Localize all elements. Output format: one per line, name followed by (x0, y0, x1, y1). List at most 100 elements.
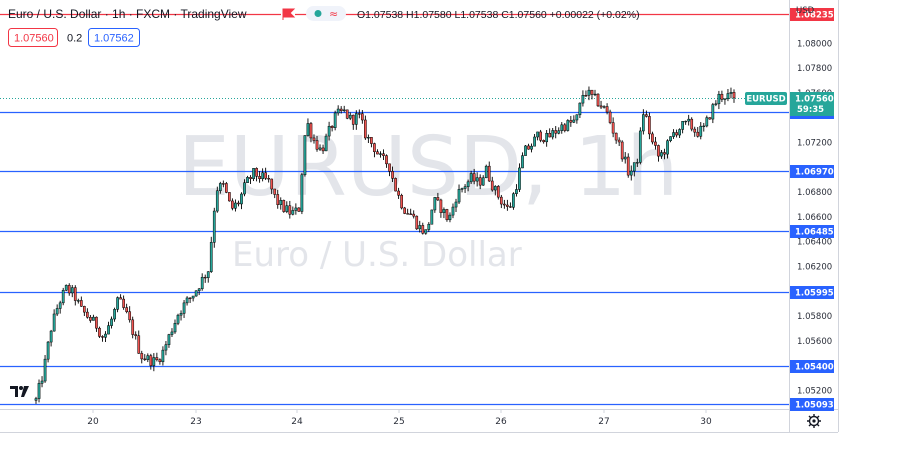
flag-icon[interactable] (281, 8, 296, 20)
candle-body (439, 199, 443, 213)
candle-body (445, 209, 449, 221)
candle-body (463, 186, 467, 189)
candle-body (539, 131, 542, 141)
candle-body (327, 125, 331, 137)
candle-body (273, 188, 277, 195)
candle-body (602, 106, 606, 108)
level-price-badge (790, 398, 834, 411)
candle-body (611, 122, 615, 134)
candle-body (92, 316, 95, 321)
candle-body (448, 214, 452, 221)
buy-button[interactable]: 1.07562 (88, 28, 140, 47)
horizontal-levels[interactable]: 1.082351.074461.069701.064851.059951.054… (0, 8, 834, 411)
candle-body (702, 125, 706, 128)
candle-body (693, 128, 697, 133)
candle-body (282, 200, 286, 212)
time-axis[interactable]: 20 23 24 25 26 27 30 (87, 409, 712, 427)
price-tick-label: 1.05200 (797, 386, 832, 396)
candle-body (424, 229, 428, 234)
candle-body (158, 359, 162, 363)
candle-body (672, 132, 675, 137)
candle-body (490, 180, 494, 191)
candle-body (382, 153, 385, 156)
candle-body (86, 311, 89, 318)
candle-body (367, 137, 370, 139)
candle-body (705, 117, 709, 127)
tradingview-logo-icon[interactable] (6, 379, 32, 401)
candle-body (225, 183, 228, 193)
candle-body (460, 188, 464, 190)
level-price-badge (790, 8, 834, 21)
candle-body (206, 271, 210, 278)
candle-body (669, 136, 672, 141)
candle-body (617, 139, 621, 143)
candle-body (67, 285, 71, 294)
candle-body (294, 207, 298, 211)
sell-button[interactable]: 1.07560 (8, 28, 58, 47)
price-tick-label: 1.06200 (797, 262, 832, 272)
candle-body (58, 302, 62, 309)
candle-body (578, 102, 582, 116)
candle-body (472, 173, 476, 182)
candle-body (128, 311, 132, 321)
candle-body (660, 152, 663, 157)
candle-body (79, 300, 83, 307)
settings-gear-icon[interactable] (807, 414, 821, 428)
candle-body (536, 131, 539, 138)
candle-body (95, 316, 98, 329)
candle-body (34, 398, 38, 401)
plot-area[interactable] (0, 0, 789, 409)
current-symbol-badge (745, 92, 787, 105)
candle-body (255, 168, 258, 177)
candle-body (61, 289, 65, 304)
candle-body (228, 192, 231, 202)
candle-body (524, 145, 527, 156)
candle-body (469, 173, 473, 183)
candle-body (191, 295, 195, 299)
candle-body (264, 172, 267, 179)
approx-icon: ≈ (329, 8, 338, 21)
candle-body (726, 93, 730, 100)
candle-body (400, 195, 403, 209)
candle-body (354, 113, 358, 125)
candle-body (648, 116, 651, 135)
candle-body (684, 120, 688, 123)
candle-body (258, 176, 261, 179)
candle-body (681, 121, 684, 130)
candle-body (391, 171, 394, 179)
candle-body (545, 133, 549, 143)
candle-body (418, 225, 422, 230)
candle-body (415, 215, 419, 230)
candle-body (487, 165, 491, 182)
candle-body (116, 297, 119, 310)
candle-body (306, 123, 310, 136)
candle-body (714, 103, 718, 105)
candle-body (563, 124, 567, 131)
candle-body (527, 145, 530, 150)
candle-body (620, 141, 624, 160)
candle-body (675, 132, 678, 136)
time-tick-label: 23 (190, 417, 201, 427)
candle-body (173, 323, 177, 333)
candle-body (729, 92, 733, 94)
candle-body (252, 168, 255, 179)
candle-body (336, 108, 340, 114)
current-symbol-label: EURUSD (746, 95, 785, 105)
candle-body (339, 108, 343, 111)
candle-body (76, 300, 80, 302)
candle-body (509, 206, 512, 208)
candle-body (717, 93, 721, 105)
candle-body (237, 202, 240, 205)
candle-body (309, 123, 313, 139)
ohlc-values: O1.07538 H1.07580 L1.07538 C1.07560 +0.0… (357, 9, 640, 21)
candle-body (427, 223, 431, 230)
candle-body (593, 93, 597, 96)
candle-body (421, 225, 425, 234)
candle-body (351, 114, 355, 125)
candle-body (188, 297, 192, 299)
market-status-indicator[interactable]: ≈ (306, 6, 346, 21)
candle-body (209, 242, 213, 272)
chart-title[interactable]: Euro / U.S. Dollar · 1h · FXCM · Trading… (8, 7, 247, 21)
